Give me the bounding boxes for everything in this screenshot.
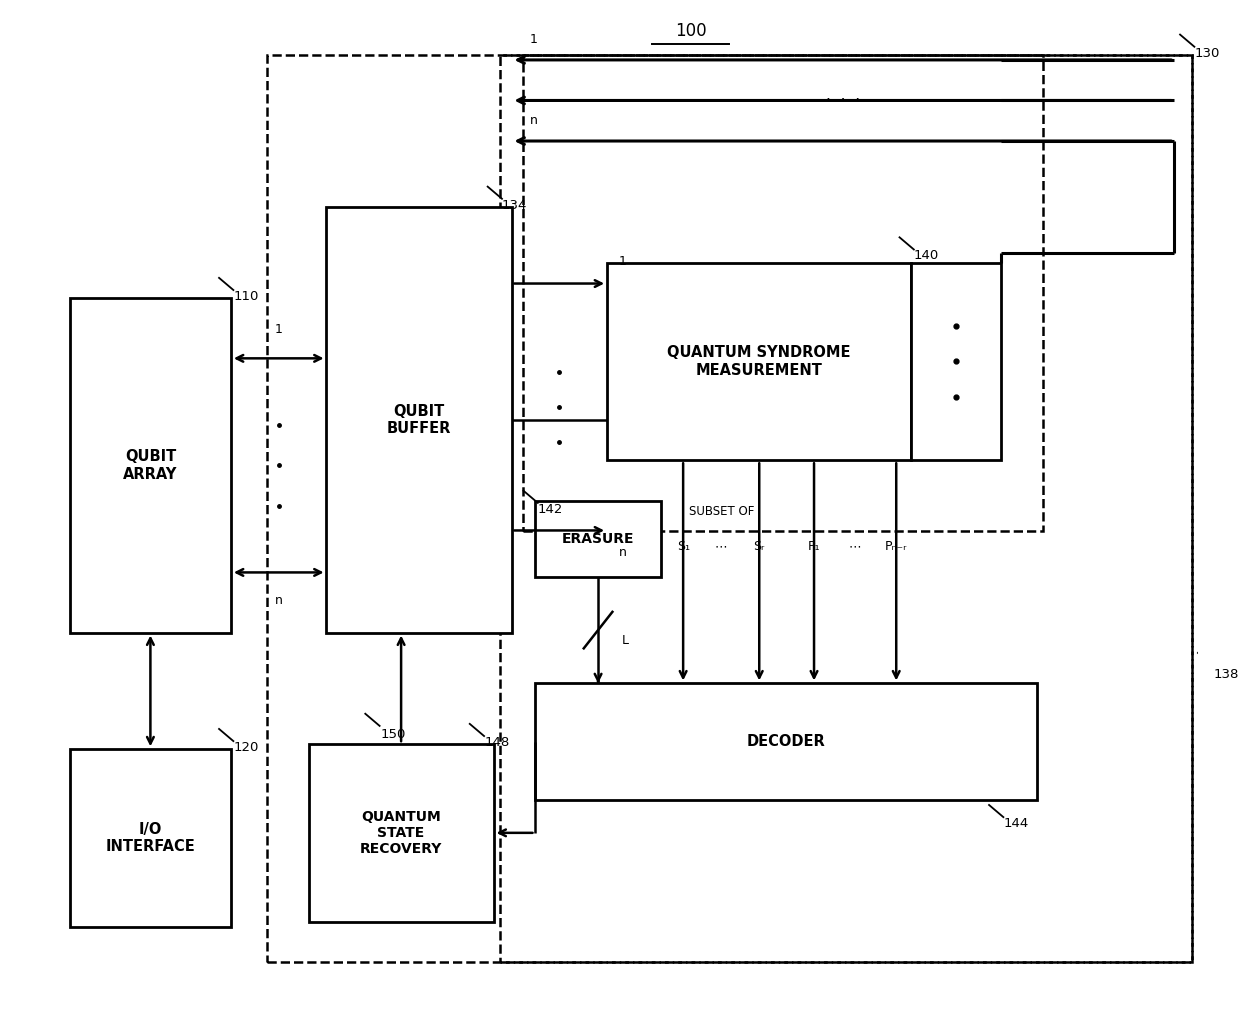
Text: DECODER: DECODER [746,734,826,749]
Bar [69,749,231,927]
Text: 110: 110 [233,290,259,303]
Text: n: n [529,114,537,127]
Bar [500,55,1192,962]
Text: 142: 142 [538,503,563,516]
Text: QUBIT
ARRAY: QUBIT ARRAY [123,450,177,481]
Text: 100: 100 [675,21,707,40]
Bar [69,298,231,633]
Text: S₁: S₁ [677,540,689,553]
Text: Sᵣ: Sᵣ [754,540,765,553]
Text: 134: 134 [502,199,527,212]
Text: SUBSET OF: SUBSET OF [688,505,754,517]
Text: 150: 150 [381,728,407,741]
Text: QUANTUM
STATE
RECOVERY: QUANTUM STATE RECOVERY [360,809,443,856]
Text: 144: 144 [1003,818,1029,830]
Bar [326,206,512,633]
Bar [309,744,494,922]
Text: 130: 130 [1194,47,1220,59]
Text: ⋯: ⋯ [715,540,728,553]
Text: 140: 140 [914,249,939,263]
Bar [523,55,1043,531]
Text: Pₙ₋ᵣ: Pₙ₋ᵣ [885,540,908,553]
Text: 1: 1 [275,323,283,336]
Text: I/O
INTERFACE: I/O INTERFACE [105,822,195,854]
Text: P₁: P₁ [807,540,821,553]
Text: QUBIT
BUFFER: QUBIT BUFFER [387,404,451,436]
Text: 148: 148 [484,736,510,749]
Bar [608,263,911,460]
Bar [911,263,1001,460]
Text: 120: 120 [233,741,259,754]
Bar [536,684,1037,800]
Text: n: n [275,595,283,607]
Text: ·  ·  ·: · · · [826,93,859,108]
Text: n: n [619,547,627,559]
Text: ⋯: ⋯ [849,540,862,553]
Text: QUANTUM SYNDROME
MEASUREMENT: QUANTUM SYNDROME MEASUREMENT [667,345,851,378]
Text: 1: 1 [619,254,627,268]
Bar [536,501,661,576]
Text: L: L [622,634,629,647]
Text: 138: 138 [1214,668,1239,681]
Bar [267,55,1192,962]
Text: ERASURE: ERASURE [562,531,635,546]
Text: 1: 1 [529,33,537,46]
